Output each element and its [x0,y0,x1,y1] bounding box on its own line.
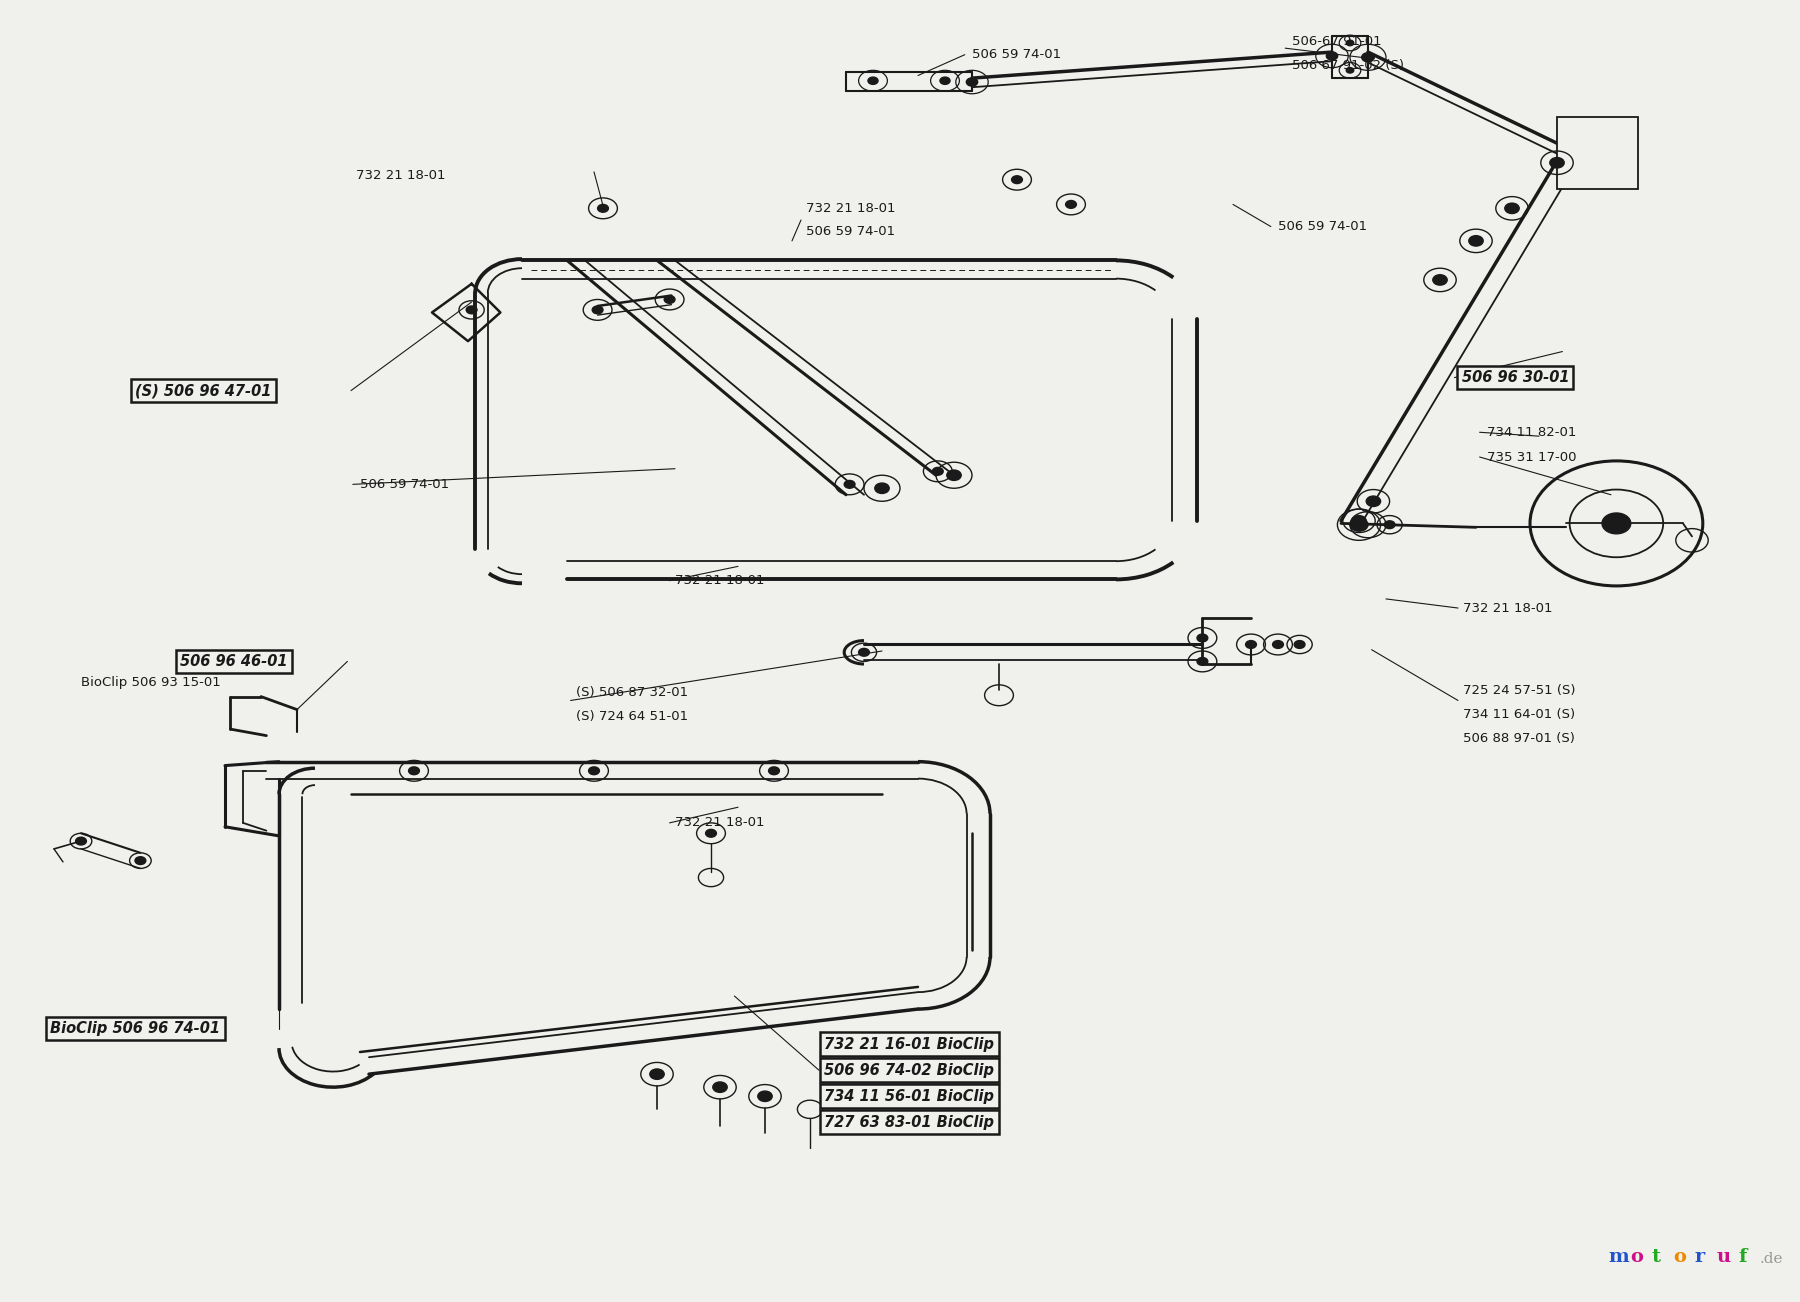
Text: o: o [1674,1247,1687,1266]
Text: 727 63 83-01 BioClip: 727 63 83-01 BioClip [824,1115,994,1130]
Circle shape [1273,641,1283,648]
Circle shape [409,767,419,775]
Circle shape [706,829,716,837]
Circle shape [769,767,779,775]
Circle shape [967,78,977,86]
Text: (S) 724 64 51-01: (S) 724 64 51-01 [576,710,688,723]
Text: 732 21 18-01: 732 21 18-01 [675,816,765,829]
Text: 734 11 56-01 BioClip: 734 11 56-01 BioClip [824,1088,994,1104]
Circle shape [868,77,878,85]
Text: 735 31 17-00: 735 31 17-00 [1487,450,1577,464]
Circle shape [1602,513,1631,534]
Text: 506 67 91-02 (S): 506 67 91-02 (S) [1292,59,1404,72]
Circle shape [859,648,869,656]
Circle shape [932,467,943,475]
Circle shape [1066,201,1076,208]
Text: 506 59 74-01: 506 59 74-01 [806,225,896,238]
Text: 732 21 18-01: 732 21 18-01 [356,169,446,182]
Text: 732 21 18-01: 732 21 18-01 [806,202,896,215]
Text: 506 59 74-01: 506 59 74-01 [360,478,450,491]
Text: 725 24 57-51 (S): 725 24 57-51 (S) [1463,684,1577,697]
Circle shape [1012,176,1022,184]
Text: u: u [1717,1247,1730,1266]
Circle shape [589,767,599,775]
Circle shape [1346,40,1354,46]
Text: m: m [1609,1247,1629,1266]
Circle shape [875,483,889,493]
Text: 506 96 74-02 BioClip: 506 96 74-02 BioClip [824,1062,994,1078]
Circle shape [1352,516,1366,526]
Text: 734 11 82-01: 734 11 82-01 [1487,426,1577,439]
Text: BioClip 506 93 15-01: BioClip 506 93 15-01 [81,676,221,689]
Text: 506 96 46-01: 506 96 46-01 [180,654,288,669]
Circle shape [844,480,855,488]
Text: 732 21 18-01: 732 21 18-01 [1463,602,1553,615]
Circle shape [1433,275,1447,285]
Circle shape [76,837,86,845]
Text: r: r [1696,1247,1705,1266]
Circle shape [758,1091,772,1101]
Text: BioClip 506 96 74-01: BioClip 506 96 74-01 [50,1021,220,1036]
Text: 506 88 97-01 (S): 506 88 97-01 (S) [1463,732,1575,745]
Circle shape [1197,634,1208,642]
Circle shape [940,77,950,85]
Circle shape [592,306,603,314]
Circle shape [598,204,608,212]
Circle shape [466,306,477,314]
Polygon shape [1557,117,1638,189]
Circle shape [1469,236,1483,246]
Text: f: f [1739,1247,1746,1266]
Text: (S) 506 96 47-01: (S) 506 96 47-01 [135,383,272,398]
Text: 732 21 18-01: 732 21 18-01 [675,574,765,587]
Circle shape [1366,496,1381,506]
Circle shape [1294,641,1305,648]
Text: o: o [1631,1247,1643,1266]
Circle shape [1550,158,1564,168]
Circle shape [1246,641,1256,648]
Circle shape [1327,52,1337,60]
Text: 506 59 74-01: 506 59 74-01 [972,48,1062,61]
Text: 734 11 64-01 (S): 734 11 64-01 (S) [1463,708,1575,721]
Text: .de: .de [1759,1251,1784,1266]
Circle shape [135,857,146,865]
Text: 506 96 30-01: 506 96 30-01 [1462,370,1570,385]
Text: 732 21 16-01 BioClip: 732 21 16-01 BioClip [824,1036,994,1052]
Circle shape [664,296,675,303]
Circle shape [1505,203,1519,214]
Text: 506-67 91-01: 506-67 91-01 [1292,35,1382,48]
Circle shape [1363,52,1375,62]
Circle shape [1350,518,1368,531]
Circle shape [1197,658,1208,665]
Circle shape [947,470,961,480]
Circle shape [1346,68,1354,73]
Text: (S) 506 87 32-01: (S) 506 87 32-01 [576,686,688,699]
Circle shape [650,1069,664,1079]
Text: t: t [1652,1247,1660,1266]
Circle shape [1384,521,1395,529]
Circle shape [713,1082,727,1092]
Text: 506 59 74-01: 506 59 74-01 [1278,220,1368,233]
